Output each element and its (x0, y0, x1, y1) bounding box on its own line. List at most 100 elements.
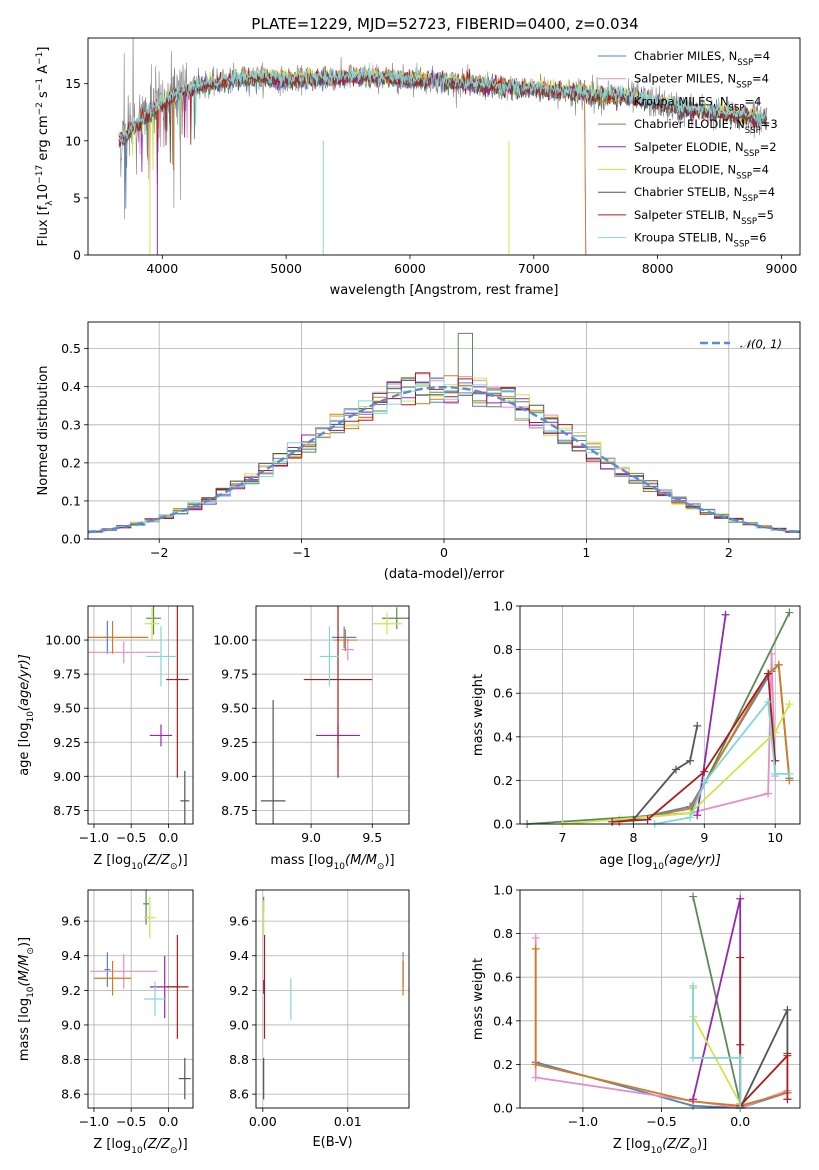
axes-frame (519, 889, 801, 1109)
y-tick-label: 9.2 (229, 983, 249, 998)
y-tick-label: 9.0 (229, 1017, 249, 1032)
y-tick-label: 8.6 (229, 1087, 249, 1102)
errorbar-point (146, 606, 161, 635)
y-tick-label: 0.8 (493, 642, 513, 657)
weight-marker (689, 1095, 698, 1104)
age_vs_Z-plot (88, 606, 190, 824)
weight-series (739, 957, 789, 1109)
x-tick-label: 2 (725, 545, 733, 560)
errorbar-point (146, 626, 176, 687)
model-spectrum (118, 62, 767, 143)
x-tick-label: 0.0 (158, 1114, 178, 1129)
weight-marker (689, 892, 698, 901)
mass_vs_Z-plot (90, 890, 191, 1100)
x-tick-label: 0 (440, 545, 448, 560)
age_vs_Z-ylabel: age [log10(age/yr)] (17, 654, 36, 776)
weight-marker (721, 610, 730, 619)
y-tick-label: 8.75 (53, 803, 81, 818)
weight-marker (643, 815, 652, 824)
weight-marker (700, 767, 709, 776)
x-tick-label: 6000 (394, 261, 426, 276)
weight_vs_Z-xlabel: Z [log10(Z/Z⊙)] (613, 1137, 707, 1156)
spectrum-legend: Chabrier MILES, NSSP=4 Salpeter MILES, NS… (598, 49, 778, 250)
weight-marker (531, 1060, 540, 1069)
errorbar-point (319, 626, 340, 687)
y-tick-label: 0.2 (493, 1057, 513, 1072)
errorbar-point (104, 952, 111, 987)
x-tick-label: 4000 (146, 261, 178, 276)
x-tick-label: −0.5 (646, 1114, 676, 1129)
weight-marker (700, 778, 709, 787)
errorbar-point (93, 960, 132, 996)
model-spectrum (118, 65, 767, 184)
weight-marker (686, 813, 695, 822)
weight_vs_age-axes: 7 8 9 10 0.0 0.2 0.4 0.6 0.8 1.0 age [log10(age/yr… (471, 599, 801, 872)
x-tick-label: −0.5 (116, 830, 146, 845)
weight-marker (771, 756, 780, 765)
axes-frame (255, 605, 410, 825)
weight-marker (531, 1073, 540, 1082)
errorbar-point (178, 1057, 191, 1100)
errorbar-point (90, 954, 158, 989)
y-tick-label: 0.4 (61, 379, 81, 394)
x-tick-label: −0.5 (116, 1114, 146, 1129)
x-tick-label: 8000 (642, 261, 674, 276)
weight_vs_age-plot (523, 608, 794, 828)
normal-curve (88, 385, 800, 534)
weight-marker (686, 756, 695, 765)
weight_vs_Z-plot (531, 892, 792, 1112)
y-tick-label: 10 (65, 133, 81, 148)
y-tick-label: 9.4 (61, 948, 81, 963)
weight-marker (531, 933, 540, 942)
x-tick-label: 0.01 (334, 1114, 362, 1129)
weight-marker (736, 1053, 745, 1062)
weight-series (562, 703, 791, 825)
y-tick-label: 9.00 (53, 769, 81, 784)
legend-entry: Salpeter MILES, NSSP=4 (634, 72, 769, 91)
x-tick-label: 9000 (766, 261, 798, 276)
y-tick-label: 9.75 (53, 667, 81, 682)
spectrum-axes: 4000 5000 6000 7000 8000 9000 0 5 10 15 Chabrier M… (35, 37, 801, 298)
weight-marker (764, 697, 773, 706)
x-tick-label: 0.00 (249, 1114, 277, 1129)
age_vs_mass-xlabel: mass [log10(M/M⊙)] (270, 853, 394, 872)
y-tick-label: 9.25 (53, 735, 81, 750)
mass_vs_Z-xlabel: Z [log10(Z/Z⊙)] (93, 1137, 187, 1156)
legend-entry: Kroupa MILES, NSSP=4 (634, 94, 761, 113)
weight-marker (689, 981, 698, 990)
x-tick-label: −1.0 (79, 1114, 109, 1129)
mass_vs_Z-axes: −1.0 −0.5 0.0 8.6 8.8 9.0 9.2 9.4 9.6 Z [log10(Z/… (17, 889, 194, 1156)
weight-marker (771, 769, 780, 778)
weight-series (527, 612, 791, 825)
legend-entry: Salpeter STELIB, NSSP=5 (634, 208, 774, 227)
y-tick-label: 0 (73, 248, 81, 263)
x-tick-label: 9.5 (362, 830, 382, 845)
errorbar-point (88, 641, 160, 664)
residuals-axes: −2 −1 0 1 2 0.0 0.1 0.2 0.3 0.4 0.5 𝒩(0, 1) (data-mo… (36, 321, 801, 582)
x-tick-label: 10 (767, 830, 783, 845)
mass_vs_EBV-axes: 0.00 0.01 8.6 8.8 9.0 9.2 9.4 9.6 E(B-V) (229, 889, 410, 1150)
x-tick-label: −1 (292, 545, 310, 560)
errorbar-point (260, 700, 286, 824)
y-tick-label: 9.25 (221, 735, 249, 750)
weight-marker (531, 944, 540, 953)
age_vs_mass-plot (260, 606, 409, 824)
weight-series (692, 985, 742, 1108)
y-tick-label: 5 (73, 190, 81, 205)
histogram-plot (88, 332, 800, 535)
axes-frame (87, 605, 194, 825)
y-tick-label: 0.4 (493, 729, 513, 744)
weight-series (632, 725, 699, 821)
errorbar-point (143, 890, 150, 925)
axes-frame (87, 889, 194, 1109)
errorbar-point (88, 620, 149, 654)
y-tick-label: 0.4 (493, 1013, 513, 1028)
y-tick-label: 0.2 (61, 455, 81, 470)
errorbar-point (166, 606, 189, 778)
errorbar-point (143, 896, 156, 939)
weight-series (535, 1061, 788, 1109)
y-tick-label: 9.0 (61, 1017, 81, 1032)
legend-entry: Chabrier STELIB, NSSP=4 (634, 185, 775, 204)
y-tick-label: 0.6 (493, 970, 513, 985)
legend-entry: Kroupa ELODIE, NSSP=4 (634, 163, 769, 182)
